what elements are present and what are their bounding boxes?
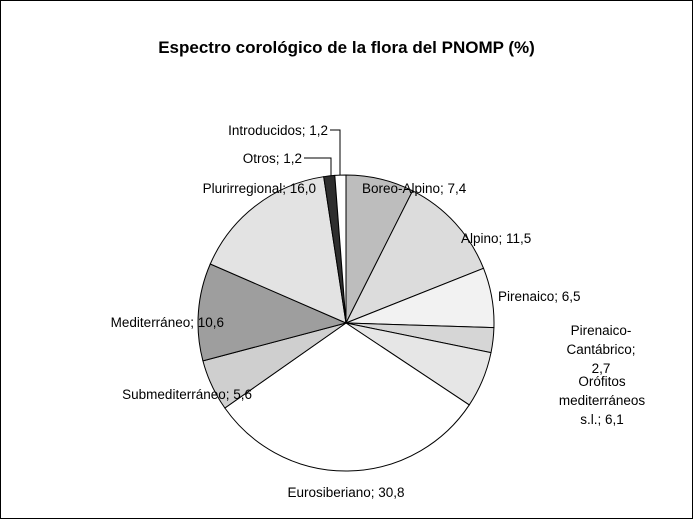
slice-label: Pirenaico-Cantábrico; 2,7 (566, 323, 636, 376)
slice-label: Introducidos; 1,2 (228, 123, 328, 138)
slice-label: Otros; 1,2 (242, 151, 302, 166)
slice-label: Orófitos mediterráneos s.l.; 6,1 (558, 374, 646, 427)
chart-title: Espectro corológico de la flora del PNOM… (158, 38, 535, 57)
slice-label: Eurosiberiano; 30,8 (287, 485, 405, 500)
pie-slice (334, 174, 347, 324)
slice-label: Boreo-Alpino; 7,4 (362, 181, 467, 196)
slice-label: Pirenaico; 6,5 (498, 289, 581, 304)
pie-slice (224, 322, 470, 472)
slice-label: Submediterráneo; 5,6 (122, 387, 252, 402)
slice-label: Plurirregional; 16,0 (202, 181, 316, 196)
pie-slice (344, 190, 485, 324)
leader-line (304, 157, 332, 177)
slice-label: Alpino; 11,5 (461, 231, 532, 246)
pie-slice (197, 263, 348, 362)
slice-label: Mediterráneo; 10,6 (110, 315, 224, 330)
pie-slice (209, 176, 347, 324)
leader-line (330, 129, 341, 176)
